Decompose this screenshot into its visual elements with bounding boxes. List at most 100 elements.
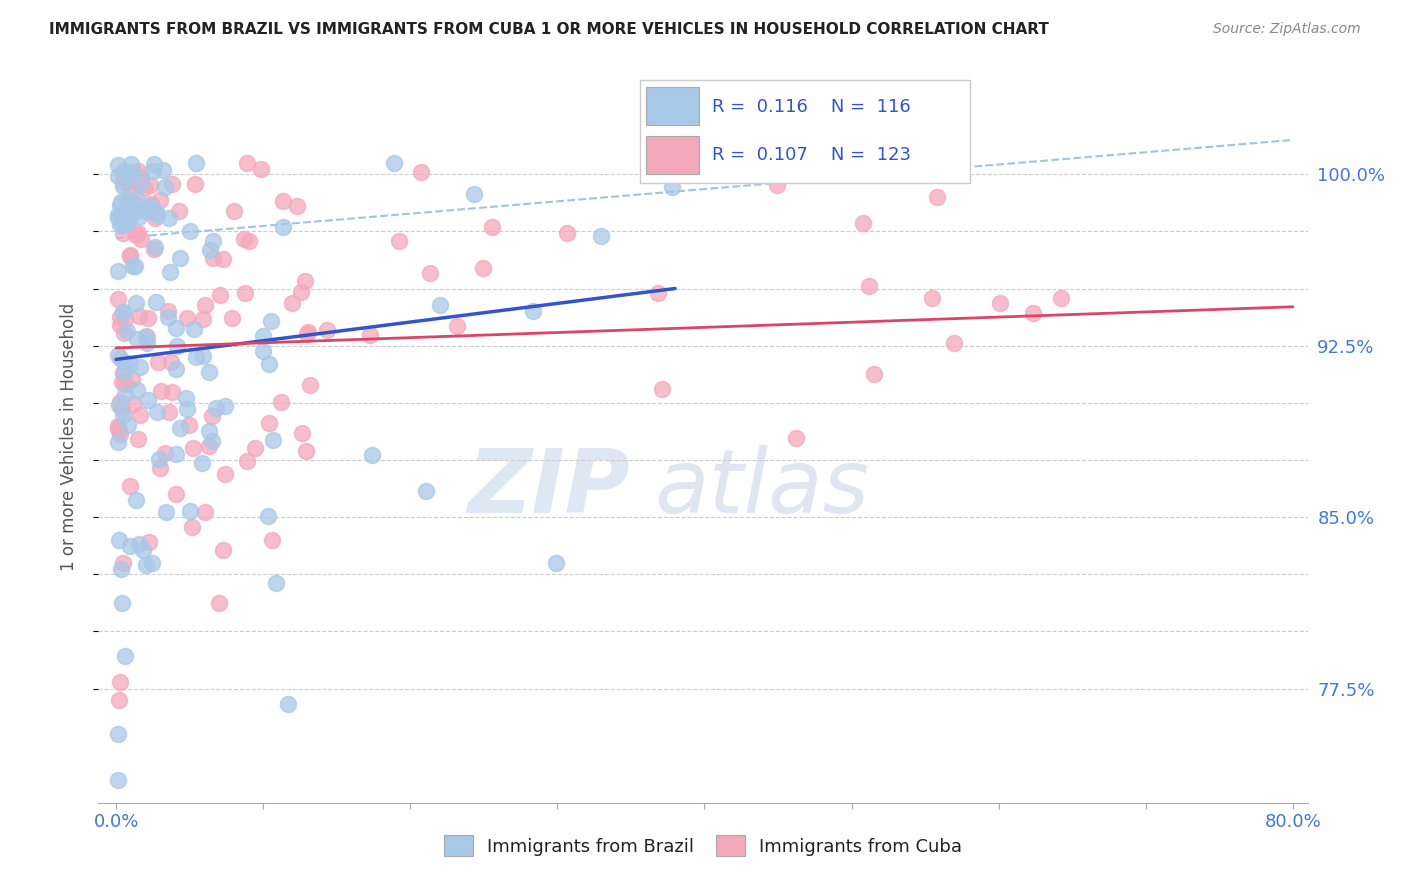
Point: [138, 311, 160, 326]
Point: [277, 697, 299, 711]
Point: [295, 443, 318, 458]
Point: [120, 249, 142, 263]
Point: [125, 492, 148, 507]
Point: [522, 304, 544, 318]
Point: [235, 156, 257, 170]
Point: [121, 372, 143, 386]
Point: [146, 354, 169, 368]
Point: [766, 178, 789, 192]
Point: [136, 392, 159, 407]
Point: [139, 196, 162, 211]
Point: [121, 194, 143, 209]
Point: [110, 194, 132, 209]
Text: Source: ZipAtlas.com: Source: ZipAtlas.com: [1213, 22, 1361, 37]
Point: [141, 556, 163, 570]
Point: [122, 200, 145, 214]
Point: [107, 211, 129, 225]
Point: [107, 207, 129, 221]
Point: [197, 439, 219, 453]
Point: [852, 216, 875, 230]
Point: [661, 180, 683, 194]
Point: [135, 201, 157, 215]
Point: [1050, 292, 1073, 306]
Point: [156, 304, 179, 318]
Point: [232, 232, 254, 246]
Point: [153, 446, 176, 460]
Point: [359, 328, 381, 343]
Point: [124, 259, 146, 273]
Point: [271, 194, 294, 208]
Point: [153, 180, 176, 194]
Point: [107, 293, 129, 307]
Point: [202, 234, 225, 248]
Point: [169, 252, 191, 266]
Point: [166, 339, 188, 353]
Point: [128, 177, 150, 191]
Point: [115, 175, 138, 189]
Point: [114, 376, 136, 391]
Point: [110, 562, 132, 576]
Point: [145, 204, 167, 219]
Text: atlas: atlas: [655, 445, 869, 532]
Point: [108, 425, 131, 439]
Point: [114, 213, 136, 227]
Point: [127, 203, 149, 218]
Point: [125, 296, 148, 310]
Point: [481, 219, 503, 234]
Point: [127, 163, 149, 178]
Point: [988, 296, 1011, 310]
Point: [127, 332, 149, 346]
Point: [112, 175, 135, 189]
Point: [135, 330, 157, 344]
Point: [208, 288, 231, 302]
Point: [127, 227, 149, 241]
Point: [179, 504, 201, 518]
Point: [129, 359, 152, 374]
Point: [177, 417, 200, 432]
Point: [160, 177, 183, 191]
Point: [155, 505, 177, 519]
Point: [858, 278, 880, 293]
Legend: Immigrants from Brazil, Immigrants from Cuba: Immigrants from Brazil, Immigrants from …: [437, 828, 969, 863]
Point: [142, 157, 165, 171]
Point: [132, 543, 155, 558]
Point: [108, 693, 131, 707]
Point: [205, 401, 228, 415]
Point: [146, 405, 169, 419]
Point: [249, 161, 271, 176]
Point: [110, 209, 132, 223]
Point: [419, 266, 441, 280]
Point: [198, 425, 221, 439]
Text: R =  0.107    N =  123: R = 0.107 N = 123: [713, 146, 911, 164]
Point: [128, 408, 150, 422]
Point: [259, 357, 281, 371]
Point: [262, 433, 284, 447]
Point: [122, 165, 145, 179]
Point: [167, 204, 190, 219]
Point: [114, 648, 136, 663]
Point: [252, 344, 274, 359]
Point: [125, 228, 148, 243]
Point: [169, 421, 191, 435]
Point: [201, 434, 224, 448]
Text: ZIP: ZIP: [468, 445, 630, 532]
Point: [463, 187, 485, 202]
Point: [429, 298, 451, 312]
Point: [651, 382, 673, 396]
Point: [112, 218, 135, 232]
Point: [108, 395, 131, 409]
Point: [165, 361, 187, 376]
Point: [943, 335, 966, 350]
Point: [112, 366, 135, 380]
Point: [160, 384, 183, 399]
Point: [121, 397, 143, 411]
Point: [183, 322, 205, 336]
Point: [252, 329, 274, 343]
Point: [136, 335, 159, 350]
Point: [111, 179, 134, 194]
Point: [176, 402, 198, 417]
Point: [382, 156, 405, 170]
Point: [361, 448, 384, 462]
Point: [108, 310, 131, 324]
Point: [194, 298, 217, 312]
